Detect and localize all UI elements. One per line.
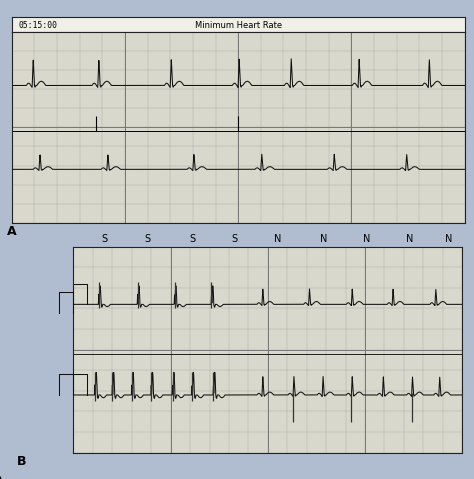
Text: S: S <box>189 234 195 244</box>
Text: 05:15:00: 05:15:00 <box>18 21 58 30</box>
Text: N: N <box>320 234 328 244</box>
Text: N: N <box>274 234 281 244</box>
Text: A: A <box>7 225 17 238</box>
Text: N: N <box>363 234 371 244</box>
Text: S: S <box>232 234 238 244</box>
Text: S: S <box>144 234 150 244</box>
Text: Minimum Heart Rate: Minimum Heart Rate <box>195 21 282 30</box>
Text: N: N <box>406 234 413 244</box>
Text: B: B <box>17 455 26 468</box>
Text: S: S <box>101 234 108 244</box>
Text: N: N <box>445 234 452 244</box>
